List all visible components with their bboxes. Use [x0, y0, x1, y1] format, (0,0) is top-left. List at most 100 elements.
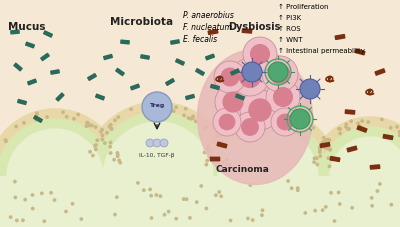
Circle shape — [350, 120, 352, 122]
Circle shape — [117, 116, 120, 118]
Circle shape — [221, 68, 239, 86]
Circle shape — [218, 191, 220, 193]
Circle shape — [240, 67, 260, 87]
Circle shape — [325, 206, 327, 208]
Circle shape — [398, 134, 400, 136]
Polygon shape — [0, 102, 400, 227]
FancyBboxPatch shape — [25, 42, 35, 49]
Circle shape — [113, 158, 115, 161]
FancyBboxPatch shape — [346, 146, 358, 153]
Circle shape — [287, 180, 289, 182]
Circle shape — [95, 148, 97, 151]
Circle shape — [182, 198, 185, 200]
Circle shape — [137, 182, 139, 184]
Circle shape — [296, 187, 299, 189]
Circle shape — [213, 108, 241, 136]
Circle shape — [146, 139, 154, 147]
Circle shape — [196, 201, 198, 203]
Circle shape — [192, 115, 194, 118]
FancyBboxPatch shape — [13, 62, 23, 72]
Circle shape — [87, 122, 90, 124]
Circle shape — [116, 196, 118, 198]
FancyBboxPatch shape — [43, 30, 53, 38]
FancyBboxPatch shape — [170, 39, 180, 45]
Circle shape — [390, 203, 392, 206]
Circle shape — [41, 192, 43, 195]
Circle shape — [318, 146, 321, 149]
Circle shape — [243, 37, 277, 71]
Circle shape — [80, 218, 82, 220]
FancyBboxPatch shape — [320, 142, 330, 148]
Circle shape — [327, 138, 329, 141]
Circle shape — [249, 99, 271, 121]
Circle shape — [110, 128, 113, 130]
Circle shape — [215, 194, 217, 196]
Circle shape — [309, 124, 311, 127]
Circle shape — [333, 220, 336, 222]
Circle shape — [376, 190, 378, 192]
Circle shape — [226, 163, 228, 166]
FancyBboxPatch shape — [95, 94, 105, 101]
Circle shape — [312, 126, 314, 129]
FancyBboxPatch shape — [208, 29, 218, 35]
Circle shape — [220, 142, 222, 144]
FancyBboxPatch shape — [242, 28, 252, 34]
Circle shape — [95, 144, 97, 146]
Circle shape — [143, 189, 145, 191]
Text: ↑ PI3K: ↑ PI3K — [278, 15, 301, 21]
Circle shape — [249, 184, 252, 186]
Circle shape — [50, 192, 52, 194]
Text: Treg: Treg — [149, 104, 165, 109]
Circle shape — [396, 126, 398, 128]
Circle shape — [322, 209, 324, 211]
Circle shape — [357, 122, 359, 125]
Circle shape — [155, 194, 158, 196]
Circle shape — [153, 104, 155, 107]
Circle shape — [150, 195, 152, 197]
Polygon shape — [0, 177, 400, 227]
FancyBboxPatch shape — [33, 115, 43, 123]
Circle shape — [153, 139, 161, 147]
Circle shape — [36, 112, 38, 114]
Circle shape — [109, 141, 112, 144]
Circle shape — [38, 118, 41, 121]
Circle shape — [234, 121, 236, 123]
Text: Microbiota: Microbiota — [110, 17, 174, 27]
FancyBboxPatch shape — [330, 156, 340, 162]
Circle shape — [247, 217, 249, 220]
Circle shape — [242, 118, 244, 121]
Circle shape — [361, 120, 364, 122]
Circle shape — [351, 207, 353, 209]
Circle shape — [66, 116, 68, 118]
Circle shape — [297, 189, 299, 192]
Circle shape — [330, 192, 332, 194]
Circle shape — [86, 121, 88, 124]
Circle shape — [327, 147, 329, 150]
Circle shape — [172, 110, 175, 112]
Circle shape — [330, 158, 332, 160]
Circle shape — [88, 124, 90, 127]
Circle shape — [345, 126, 347, 128]
FancyBboxPatch shape — [115, 68, 125, 76]
Circle shape — [379, 183, 381, 185]
Circle shape — [261, 214, 263, 216]
FancyBboxPatch shape — [374, 68, 386, 76]
FancyBboxPatch shape — [17, 99, 27, 105]
Circle shape — [313, 161, 315, 163]
Circle shape — [36, 114, 38, 116]
Circle shape — [347, 128, 349, 130]
Circle shape — [90, 124, 93, 127]
Circle shape — [94, 145, 96, 147]
Circle shape — [116, 153, 119, 156]
Text: E. fecalis: E. fecalis — [183, 35, 217, 44]
Circle shape — [209, 150, 212, 153]
Text: Dysbiosis: Dysbiosis — [228, 22, 280, 32]
FancyBboxPatch shape — [370, 164, 380, 170]
Circle shape — [118, 159, 120, 162]
Circle shape — [214, 61, 246, 93]
Circle shape — [71, 202, 74, 205]
Circle shape — [101, 128, 103, 131]
Text: Carcinoma: Carcinoma — [215, 165, 269, 173]
Circle shape — [92, 154, 94, 157]
Circle shape — [262, 56, 298, 92]
